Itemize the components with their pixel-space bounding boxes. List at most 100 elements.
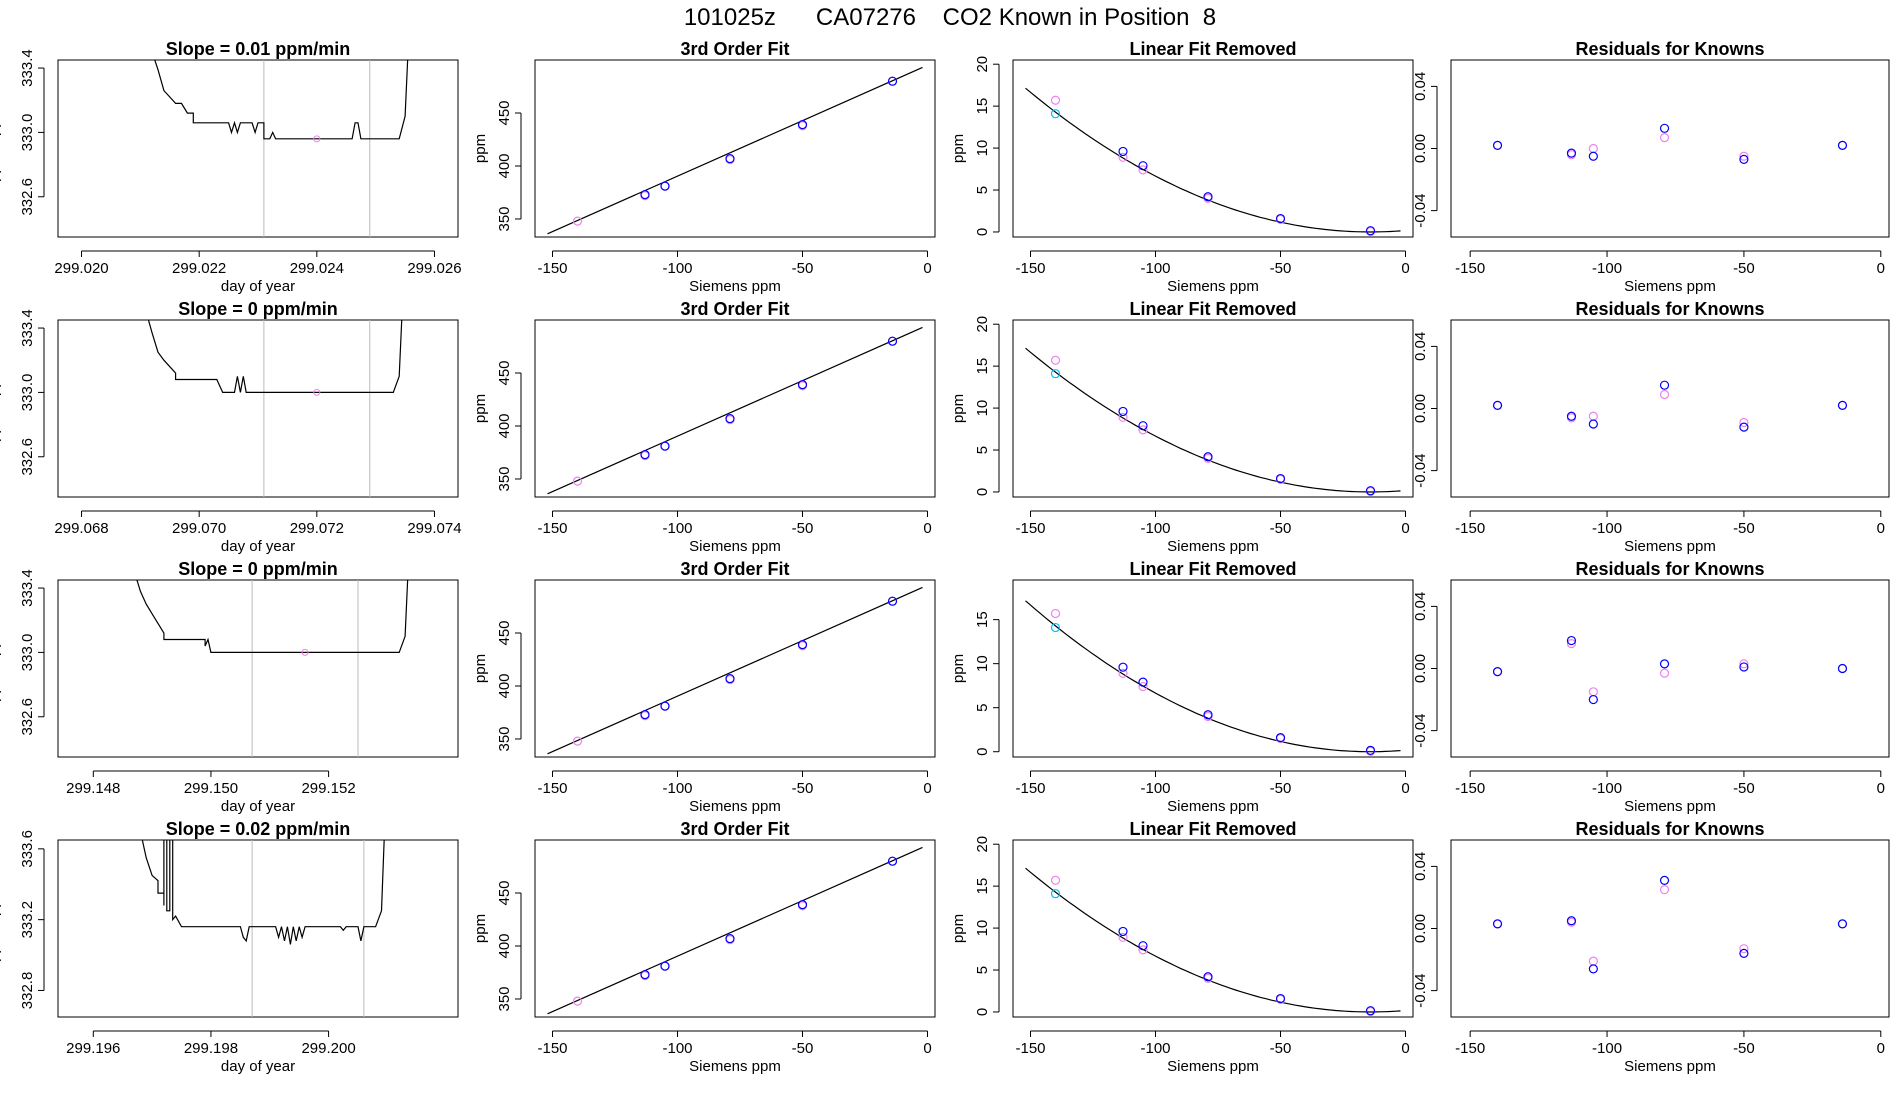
y-tick-label: 5	[974, 704, 991, 712]
x-axis-label: Siemens ppm	[1167, 278, 1259, 295]
y-axis-label: ppm	[472, 654, 489, 683]
panel-2-3: Residuals for Knowns -150 -100 -50 0 Siemens …	[1412, 559, 1890, 815]
panel-0-3: Residuals for Knowns -150 -100 -50 0 Siemens …	[1412, 39, 1890, 295]
x-tick-label: 299.152	[301, 780, 355, 797]
mean-marker-point	[313, 135, 321, 143]
x-tick-label: 0	[923, 520, 931, 537]
data-point	[1118, 146, 1128, 157]
data-point	[1739, 422, 1749, 432]
x-tick-label: -100	[1140, 780, 1170, 797]
data-point	[1138, 425, 1148, 435]
plot-frame	[534, 319, 936, 498]
panel-2-1: 3rd Order Fit -150 -100 -50 0 Siemens ppm 350 4…	[472, 559, 936, 815]
y-axis-label: approx. ppm	[0, 887, 2, 970]
y-axis-label: ppm	[950, 394, 967, 423]
data-point	[1138, 681, 1148, 692]
panel-3-1: 3rd Order Fit -150 -100 -50 0 Siemens ppm 350 4…	[472, 819, 936, 1075]
y-axis-label: ppm	[950, 654, 967, 683]
fit-curve-line	[547, 846, 923, 1015]
data-point	[1837, 400, 1848, 410]
plot-title: Slope = 0.01 ppm/min	[166, 39, 351, 59]
plot-area	[154, 60, 409, 237]
x-tick-label: -100	[662, 520, 692, 537]
plot-area	[1025, 600, 1401, 756]
panel-3-3: Residuals for Knowns -150 -100 -50 0 Siemens …	[1412, 819, 1890, 1075]
y-axis-label: ppm	[950, 134, 967, 163]
y-tick-label: 0	[974, 228, 991, 236]
y-tick-label: 332.8	[19, 972, 36, 1010]
x-tick-label: -150	[537, 780, 567, 797]
plot-area	[1025, 87, 1401, 237]
data-point	[1566, 916, 1577, 926]
data-point	[1275, 473, 1286, 484]
fit-curve-line	[1025, 347, 1401, 493]
x-tick-label: -150	[1015, 260, 1045, 277]
x-tick-label: 0	[923, 1040, 931, 1057]
data-point	[1566, 639, 1577, 649]
y-tick-label: 333.0	[19, 634, 36, 672]
y-tick-label: 450	[496, 880, 513, 905]
data-point	[1837, 919, 1848, 929]
data-point	[1050, 95, 1061, 105]
panel-2-0: Slope = 0 ppm/min 299.148 299.150 299.152 da…	[0, 559, 459, 815]
data-point	[1739, 948, 1749, 958]
fit-curve-line	[1025, 867, 1401, 1013]
y-tick-label: 0.00	[1412, 394, 1429, 423]
data-point	[1118, 662, 1128, 672]
data-point	[1659, 380, 1670, 390]
plot-title: 3rd Order Fit	[680, 299, 789, 319]
x-tick-label: 0	[1877, 1040, 1885, 1057]
x-tick-label: 299.072	[290, 520, 344, 537]
x-axis-label: Siemens ppm	[1624, 1058, 1716, 1075]
plot-title: Linear Fit Removed	[1129, 559, 1296, 579]
x-axis-label: Siemens ppm	[1167, 1058, 1259, 1075]
data-point	[1588, 143, 1598, 154]
data-point	[887, 336, 898, 346]
data-point	[1050, 109, 1061, 119]
data-point	[797, 640, 808, 650]
data-point	[1138, 161, 1148, 171]
data-point	[660, 701, 670, 711]
x-tick-label: -100	[1592, 260, 1622, 277]
x-tick-label: 299.020	[54, 260, 108, 277]
y-tick-label: 332.6	[19, 178, 36, 216]
data-point	[887, 856, 898, 866]
y-tick-label: 332.6	[19, 438, 36, 476]
y-axis-label: ppm	[472, 394, 489, 423]
fit-curve-line	[547, 326, 923, 495]
data-point	[572, 996, 583, 1006]
plot-frame	[534, 59, 936, 238]
panel-0-2: Linear Fit Removed -150 -100 -50 0 Siemens pp…	[950, 39, 1414, 295]
plot-title: Linear Fit Removed	[1129, 299, 1296, 319]
data-point	[797, 380, 808, 390]
plot-area	[547, 586, 923, 755]
y-tick-label: 333.4	[19, 49, 36, 87]
x-tick-label: 0	[1401, 1040, 1409, 1057]
y-tick-label: -0.04	[1412, 974, 1429, 1008]
plot-title: Residuals for Knowns	[1575, 819, 1764, 839]
y-tick-label: 0	[974, 1008, 991, 1016]
x-tick-label: 299.022	[172, 260, 226, 277]
x-tick-label: -150	[1015, 520, 1045, 537]
y-axis-label: approx. ppm	[0, 627, 2, 710]
plot-title: Slope = 0 ppm/min	[178, 559, 338, 579]
x-tick-label: -50	[792, 1040, 814, 1057]
data-point	[725, 933, 735, 944]
y-tick-label: 400	[496, 933, 513, 958]
plot-frame	[1012, 59, 1414, 238]
data-point	[1118, 152, 1128, 162]
x-tick-label: 0	[1877, 780, 1885, 797]
data-point	[640, 190, 650, 200]
x-tick-label: 299.026	[407, 260, 461, 277]
y-axis-label: ppm	[472, 134, 489, 163]
plot-title: Residuals for Knowns	[1575, 299, 1764, 319]
data-point	[1566, 635, 1577, 646]
data-point	[1659, 123, 1670, 133]
data-point	[1203, 972, 1213, 982]
data-point	[1138, 945, 1148, 955]
data-point	[1118, 412, 1128, 422]
y-tick-label: -0.04	[1412, 714, 1429, 748]
y-tick-label: 350	[496, 466, 513, 491]
y-tick-label: 0.04	[1412, 852, 1429, 881]
plot-frame	[1450, 59, 1890, 238]
